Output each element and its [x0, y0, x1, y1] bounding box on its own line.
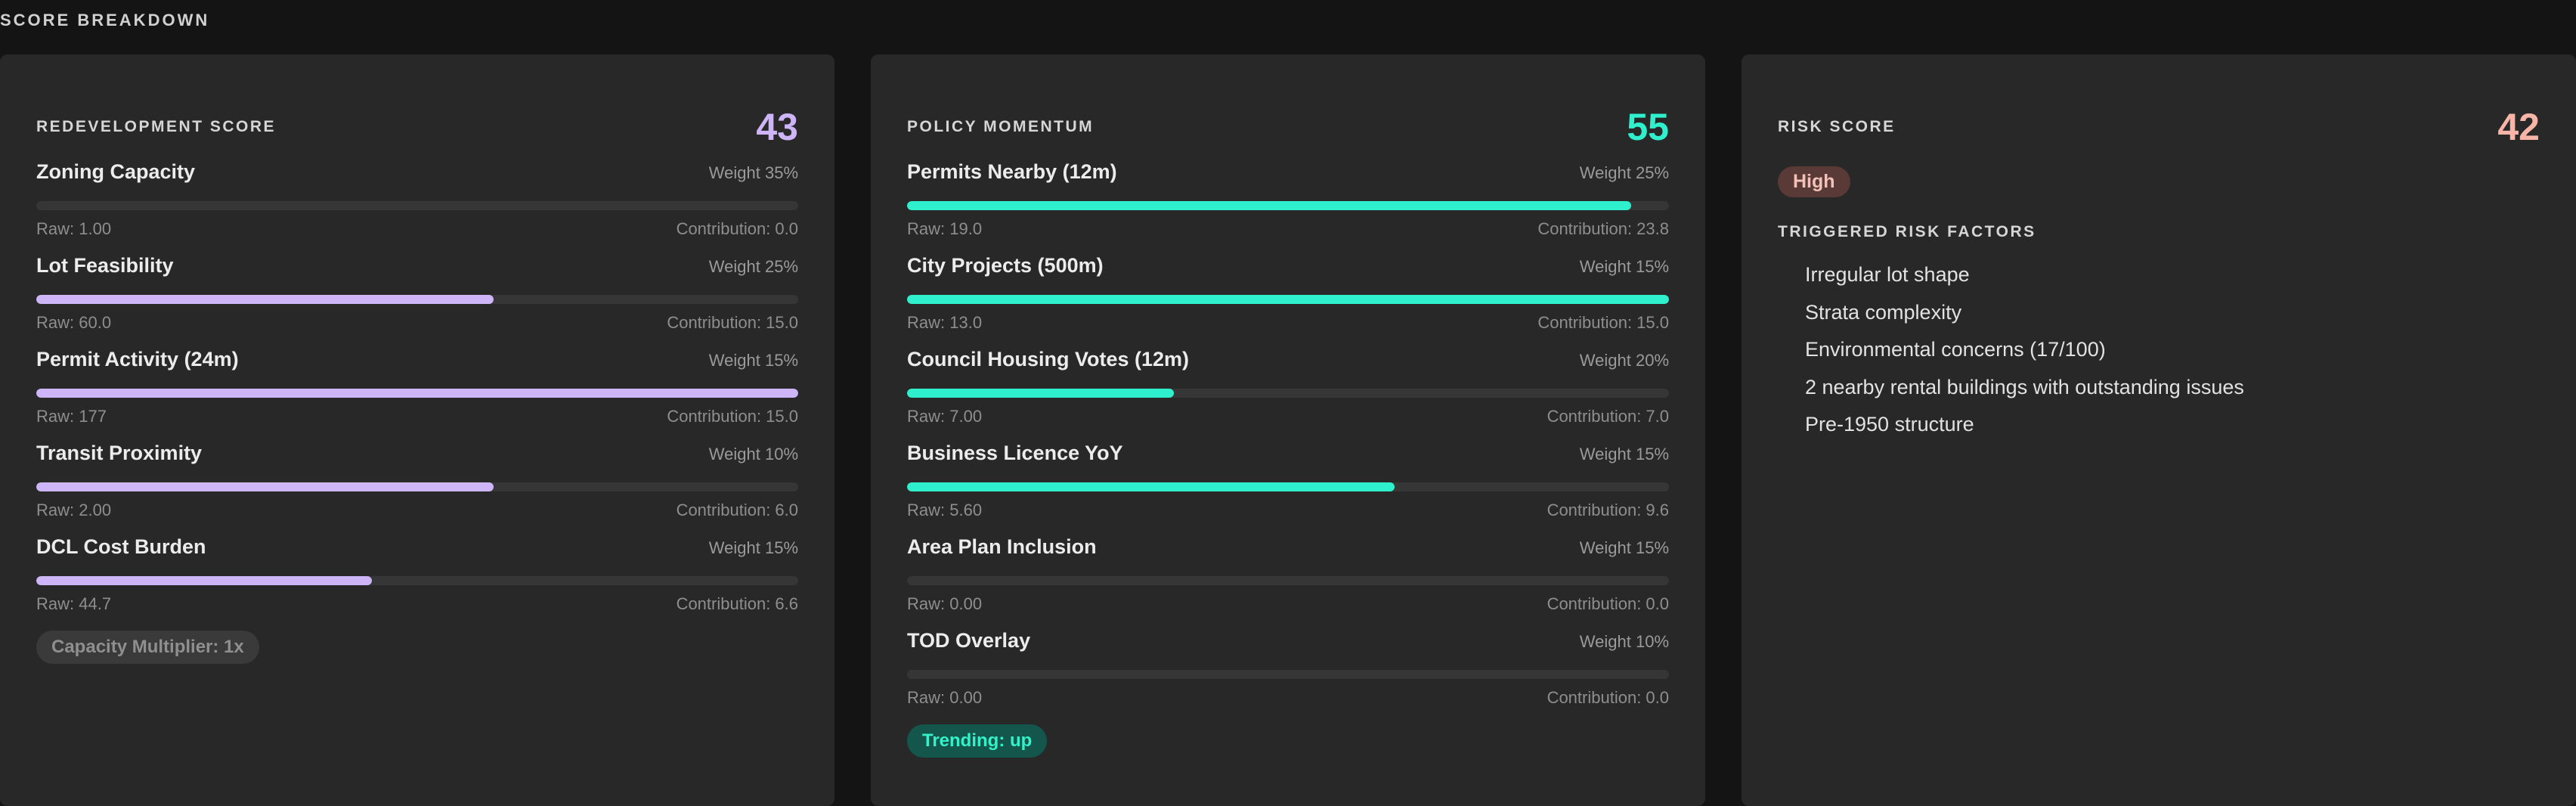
card-title: POLICY MOMENTUM — [907, 118, 1094, 135]
risk-factors-heading: TRIGGERED RISK FACTORS — [1778, 223, 2036, 240]
card-title: RISK SCORE — [1778, 118, 1896, 135]
metric-weight: Weight 25% — [1579, 163, 1669, 182]
metric-raw: Raw: 177 — [36, 407, 107, 426]
metric-bar-fill — [36, 482, 494, 491]
metric-contribution: Contribution: 6.6 — [676, 594, 798, 613]
risk-score-card: RISK SCORE 42 High TRIGGERED RISK FACTOR… — [1742, 54, 2576, 806]
metric-row: Zoning Capacity Weight 35% Raw: 1.00 Contr… — [36, 160, 798, 240]
risk-factor: Strata complexity — [1805, 300, 1962, 324]
metric-bar — [907, 482, 1669, 491]
metric-contribution: Contribution: 23.8 — [1537, 219, 1669, 238]
metric-contribution: Contribution: 0.0 — [676, 219, 798, 238]
metric-weight: Weight 15% — [1579, 445, 1669, 463]
metric-bar — [36, 389, 798, 398]
metric-contribution: Contribution: 15.0 — [1537, 313, 1669, 332]
metric-raw: Raw: 19.0 — [907, 219, 983, 238]
metric-contribution: Contribution: 15.0 — [667, 313, 798, 332]
metric-row: DCL Cost Burden Weight 15% Raw: 44.7 Contr… — [36, 535, 798, 615]
metric-raw: Raw: 0.00 — [907, 688, 983, 707]
metric-bar — [907, 295, 1669, 304]
score-cards: REDEVELOPMENT SCORE 43 Zoning Capacity We… — [0, 54, 2576, 806]
metric-row: Permits Nearby (12m) Weight 25% Raw: 19.0… — [907, 160, 1669, 240]
metric-bar — [907, 576, 1669, 585]
metric-bar-fill — [36, 389, 798, 398]
metric-bar-fill — [907, 389, 1174, 398]
trending-badge: Trending: up — [907, 724, 1048, 758]
metric-bar — [907, 670, 1669, 679]
card-header: POLICY MOMENTUM 55 — [907, 106, 1669, 148]
metric-raw: Raw: 44.7 — [36, 594, 112, 613]
metric-name: Council Housing Votes (12m) — [907, 348, 1190, 370]
metric-name: TOD Overlay — [907, 629, 1031, 652]
metric-row: Lot Feasibility Weight 25% Raw: 60.0 Contr… — [36, 254, 798, 334]
metric-weight: Weight 20% — [1579, 351, 1669, 370]
metric-raw: Raw: 13.0 — [907, 313, 983, 332]
metric-raw: Raw: 60.0 — [36, 313, 112, 332]
metric-row: Area Plan Inclusion Weight 15% Raw: 0.00 C… — [907, 535, 1669, 615]
metric-raw: Raw: 2.00 — [36, 501, 112, 519]
metric-name: Permit Activity (24m) — [36, 348, 239, 370]
risk-factor: Environmental concerns (17/100) — [1805, 338, 2106, 361]
card-header: RISK SCORE 42 — [1778, 106, 2540, 148]
metric-row: Transit Proximity Weight 10% Raw: 2.00 Con… — [36, 442, 798, 522]
metric-name: Permits Nearby (12m) — [907, 160, 1117, 183]
redevelopment-card: REDEVELOPMENT SCORE 43 Zoning Capacity We… — [0, 54, 834, 806]
risk-factor: 2 nearby rental buildings with outstandi… — [1805, 375, 2244, 398]
metric-raw: Raw: 5.60 — [907, 501, 983, 519]
metric-weight: Weight 15% — [708, 351, 798, 370]
metric-row: Business Licence YoY Weight 15% Raw: 5.60… — [907, 442, 1669, 522]
metric-name: Transit Proximity — [36, 442, 203, 464]
metric-bar — [36, 576, 798, 585]
metric-bar — [36, 201, 798, 210]
metric-bar — [907, 389, 1669, 398]
page-heading: SCORE BREAKDOWN — [0, 11, 210, 29]
metric-weight: Weight 35% — [708, 163, 798, 182]
metric-contribution: Contribution: 6.0 — [676, 501, 798, 519]
metric-contribution: Contribution: 15.0 — [667, 407, 798, 426]
metric-weight: Weight 15% — [708, 538, 798, 557]
card-score: 42 — [2497, 106, 2540, 148]
card-header: REDEVELOPMENT SCORE 43 — [36, 106, 798, 148]
metric-row: Permit Activity (24m) Weight 15% Raw: 177… — [36, 348, 798, 428]
metric-contribution: Contribution: 0.0 — [1547, 688, 1669, 707]
metric-bar — [36, 295, 798, 304]
capacity-multiplier-badge: Capacity Multiplier: 1x — [36, 631, 259, 664]
metric-weight: Weight 15% — [1579, 257, 1669, 276]
metric-raw: Raw: 7.00 — [907, 407, 983, 426]
risk-factor: Pre-1950 structure — [1805, 413, 1974, 436]
metric-name: Business Licence YoY — [907, 442, 1123, 464]
risk-factor: Irregular lot shape — [1805, 263, 1970, 286]
risk-factor-list: Irregular lot shape Strata complexity En… — [1778, 256, 2540, 444]
metric-weight: Weight 25% — [708, 257, 798, 276]
metric-weight: Weight 15% — [1579, 538, 1669, 557]
metric-name: City Projects (500m) — [907, 254, 1104, 277]
metric-bar-fill — [36, 295, 494, 304]
card-score: 55 — [1627, 106, 1669, 148]
metric-raw: Raw: 0.00 — [907, 594, 983, 613]
metric-weight: Weight 10% — [708, 445, 798, 463]
card-title: REDEVELOPMENT SCORE — [36, 118, 277, 135]
metric-bar-fill — [907, 295, 1669, 304]
metric-name: Area Plan Inclusion — [907, 535, 1097, 558]
metric-name: Lot Feasibility — [36, 254, 174, 277]
metric-row: TOD Overlay Weight 10% Raw: 0.00 Contribut… — [907, 629, 1669, 709]
metric-bar — [907, 201, 1669, 210]
policy-momentum-card: POLICY MOMENTUM 55 Permits Nearby (12m) W… — [871, 54, 1705, 806]
metric-raw: Raw: 1.00 — [36, 219, 112, 238]
card-score: 43 — [756, 106, 798, 148]
metric-contribution: Contribution: 0.0 — [1547, 594, 1669, 613]
metric-row: Council Housing Votes (12m) Weight 20% Ra… — [907, 348, 1669, 428]
metric-bar-fill — [36, 576, 372, 585]
metric-row: City Projects (500m) Weight 15% Raw: 13.0… — [907, 254, 1669, 334]
metric-name: DCL Cost Burden — [36, 535, 206, 558]
risk-level-badge: High — [1778, 166, 1850, 197]
metric-bar-fill — [907, 201, 1631, 210]
metric-contribution: Contribution: 7.0 — [1547, 407, 1669, 426]
metric-weight: Weight 10% — [1579, 632, 1669, 651]
metric-contribution: Contribution: 9.6 — [1547, 501, 1669, 519]
metric-bar-fill — [907, 482, 1395, 491]
metric-name: Zoning Capacity — [36, 160, 196, 183]
metric-bar — [36, 482, 798, 491]
